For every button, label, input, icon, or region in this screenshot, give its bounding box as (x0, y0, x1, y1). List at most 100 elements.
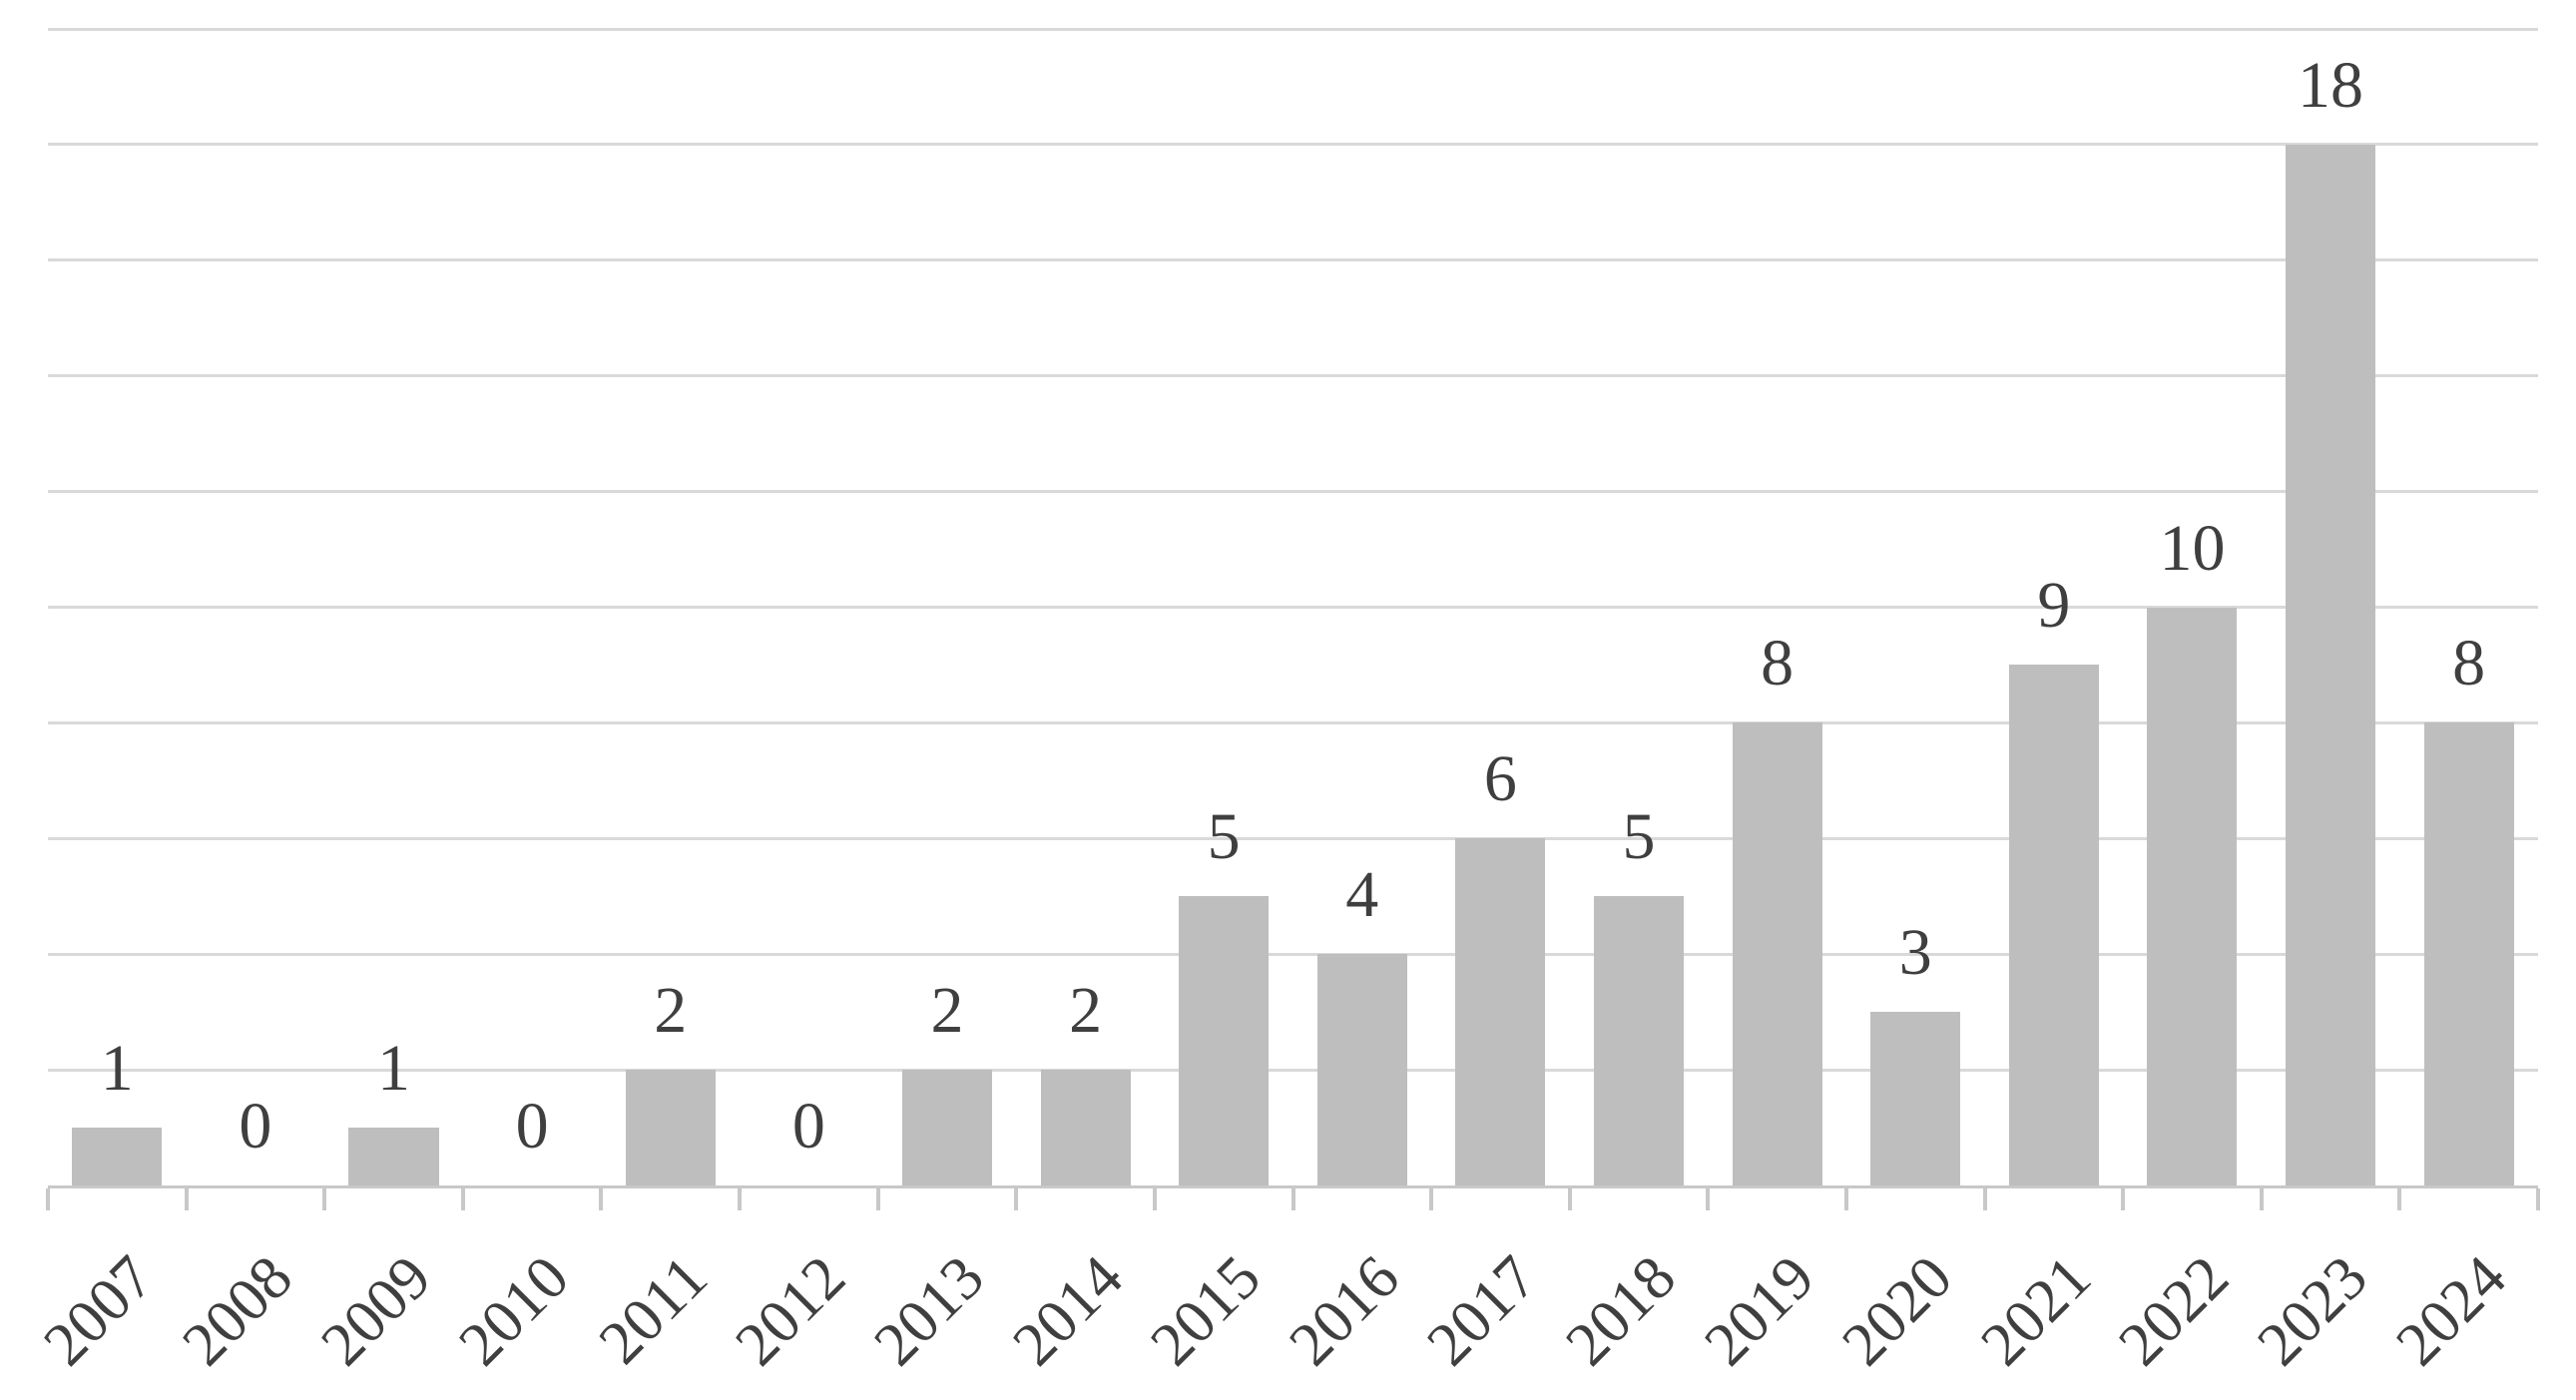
bar-column-2013: 2 (878, 29, 1017, 1185)
bar-column-2018: 5 (1570, 29, 1709, 1185)
x-label-2020: 2020 (1829, 1242, 1966, 1379)
data-label-2023: 18 (2298, 48, 2364, 122)
plot-area: 1 0 1 0 2 0 2 2 5 4 6 5 8 3 9 10 18 8 (48, 27, 2538, 1185)
x-tick-4 (599, 1188, 604, 1210)
x-tick-15 (2121, 1188, 2126, 1210)
bar-column-2021: 9 (1985, 29, 2124, 1185)
x-tick-11 (1567, 1188, 1572, 1210)
gridline-y-8 (48, 720, 2538, 724)
data-label-2022: 10 (2159, 511, 2226, 585)
x-tick-6 (875, 1188, 880, 1210)
x-label-2011: 2011 (586, 1242, 721, 1378)
bar-column-2014: 2 (1016, 29, 1155, 1185)
data-label-2016: 4 (1345, 858, 1379, 932)
data-label-2024: 8 (2452, 627, 2486, 700)
bar-2011 (625, 1070, 716, 1185)
bar-2007 (72, 1128, 163, 1185)
bar-2022 (2147, 607, 2238, 1185)
bar-column-2009: 1 (324, 29, 463, 1185)
gridline-y-16 (48, 258, 2538, 262)
gridline-y-10 (48, 606, 2538, 609)
x-label-2012: 2012 (723, 1242, 859, 1379)
x-label-2007: 2007 (31, 1242, 168, 1379)
bar-2020 (1870, 1012, 1961, 1185)
x-tick-10 (1429, 1188, 1434, 1210)
x-axis: 2007 2008 2009 2010 2011 2012 2013 2014 2015 2016… (31, 1185, 2540, 1400)
gridline-y-6 (48, 836, 2538, 840)
bar-2013 (901, 1070, 992, 1185)
bar-column-2016: 4 (1292, 29, 1431, 1185)
bar-2024 (2423, 722, 2514, 1185)
data-label-2014: 2 (1069, 974, 1103, 1048)
x-label-2014: 2014 (999, 1242, 1136, 1379)
x-label-2009: 2009 (307, 1242, 444, 1379)
bar-column-2020: 3 (1846, 29, 1985, 1185)
gridline-y-4 (48, 952, 2538, 956)
x-tick-3 (460, 1188, 465, 1210)
data-label-2011: 2 (654, 974, 688, 1048)
x-label-2023: 2023 (2245, 1242, 2381, 1379)
x-label-2017: 2017 (1414, 1242, 1551, 1379)
bar-2019 (1732, 722, 1822, 1185)
data-label-2012: 0 (791, 1090, 825, 1163)
x-tick-14 (1982, 1188, 1987, 1210)
data-label-2017: 6 (1483, 742, 1517, 816)
bar-column-2023: 18 (2262, 29, 2400, 1185)
bar-2014 (1040, 1070, 1131, 1185)
bar-column-2022: 10 (2123, 29, 2262, 1185)
bar-column-2008: 0 (187, 29, 325, 1185)
x-tick-2 (322, 1188, 327, 1210)
bars-layer: 1 0 1 0 2 0 2 2 5 4 6 5 8 3 9 10 18 8 (48, 29, 2538, 1185)
bar-column-2024: 8 (2399, 29, 2538, 1185)
bar-2021 (2008, 665, 2099, 1185)
bar-2009 (348, 1128, 439, 1185)
data-label-2018: 5 (1622, 800, 1656, 874)
data-label-2020: 3 (1898, 916, 1932, 990)
x-label-2018: 2018 (1553, 1242, 1689, 1379)
bar-2018 (1593, 896, 1685, 1185)
data-label-2021: 9 (2037, 569, 2071, 643)
bar-column-2017: 6 (1431, 29, 1570, 1185)
data-label-2010: 0 (515, 1090, 549, 1163)
x-label-2022: 2022 (2106, 1242, 2243, 1379)
x-label-2010: 2010 (446, 1242, 583, 1379)
x-label-2015: 2015 (1138, 1242, 1275, 1379)
x-tick-18 (2536, 1188, 2540, 1210)
x-axis-line (48, 1185, 2538, 1188)
gridline-y-14 (48, 374, 2538, 378)
data-label-2015: 5 (1207, 800, 1241, 874)
bar-column-2007: 1 (48, 29, 187, 1185)
bar-2016 (1316, 954, 1407, 1185)
data-label-2008: 0 (239, 1090, 272, 1163)
gridline-y-12 (48, 490, 2538, 494)
x-tick-7 (1014, 1188, 1019, 1210)
gridline-y-2 (48, 1068, 2538, 1072)
x-label-2019: 2019 (1691, 1242, 1827, 1379)
data-label-2007: 1 (100, 1032, 134, 1106)
x-tick-8 (1152, 1188, 1157, 1210)
x-tick-16 (2259, 1188, 2264, 1210)
bar-column-2010: 0 (463, 29, 602, 1185)
bar-2015 (1179, 896, 1270, 1185)
bar-column-2019: 8 (1708, 29, 1846, 1185)
x-tick-1 (184, 1188, 189, 1210)
data-label-2009: 1 (377, 1032, 411, 1106)
data-label-2019: 8 (1761, 627, 1795, 700)
data-label-2013: 2 (930, 974, 964, 1048)
x-tick-5 (738, 1188, 743, 1210)
bar-column-2011: 2 (601, 29, 740, 1185)
bar-2017 (1455, 838, 1546, 1185)
x-tick-13 (1843, 1188, 1848, 1210)
x-label-2021: 2021 (1968, 1242, 2104, 1379)
x-label-2013: 2013 (861, 1242, 997, 1379)
x-label-2024: 2024 (2382, 1242, 2519, 1379)
gridline-y-18 (48, 143, 2538, 147)
bar-column-2015: 5 (1155, 29, 1293, 1185)
gridline-y-20 (48, 27, 2538, 31)
x-tick-12 (1706, 1188, 1711, 1210)
x-label-2008: 2008 (170, 1242, 305, 1379)
bar-column-2012: 0 (740, 29, 878, 1185)
bar-2023 (2286, 144, 2376, 1185)
x-label-2016: 2016 (1276, 1242, 1412, 1379)
